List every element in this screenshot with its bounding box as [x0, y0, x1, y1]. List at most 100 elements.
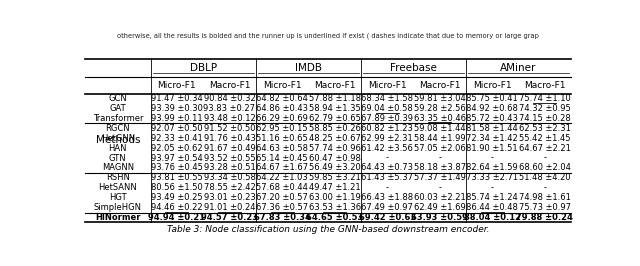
Text: Micro-F1: Micro-F1 [473, 81, 511, 90]
Text: 68.60 ±2.04: 68.60 ±2.04 [519, 164, 571, 172]
Text: 64.67 ±2.21: 64.67 ±2.21 [519, 144, 571, 153]
Text: 93.28 ±0.51: 93.28 ±0.51 [204, 164, 255, 172]
Text: 58.44 ±1.99: 58.44 ±1.99 [414, 134, 465, 143]
Text: 56.49 ±3.20: 56.49 ±3.20 [308, 164, 360, 172]
Text: 51.16 ±0.65: 51.16 ±0.65 [256, 134, 308, 143]
Text: 74.98 ±1.61: 74.98 ±1.61 [519, 193, 571, 202]
Text: -: - [438, 183, 441, 192]
Text: 67.89 ±0.39: 67.89 ±0.39 [361, 114, 413, 123]
Text: RGCN: RGCN [106, 124, 130, 133]
Text: 73.33 ±2.71: 73.33 ±2.71 [466, 173, 518, 182]
Text: GCN: GCN [108, 94, 127, 103]
Text: HINormer: HINormer [95, 213, 141, 222]
Text: GAT: GAT [109, 104, 126, 113]
Text: 93.97 ±0.54: 93.97 ±0.54 [151, 153, 203, 163]
Text: 51.48 ±4.20: 51.48 ±4.20 [519, 173, 571, 182]
Text: HAN: HAN [109, 144, 127, 153]
Text: 55.42 ±1.45: 55.42 ±1.45 [519, 134, 570, 143]
Text: 81.58 ±1.44: 81.58 ±1.44 [467, 124, 518, 133]
Text: 91.01 ±0.24: 91.01 ±0.24 [204, 203, 255, 212]
Text: GTN: GTN [109, 153, 127, 163]
Text: 86.44 ±0.48: 86.44 ±0.48 [467, 203, 518, 212]
Text: 60.47 ±0.98: 60.47 ±0.98 [308, 153, 360, 163]
Text: 93.83 ±0.27: 93.83 ±0.27 [204, 104, 255, 113]
Text: 72.34 ±1.42: 72.34 ±1.42 [467, 134, 518, 143]
Text: -: - [491, 153, 493, 163]
Text: 64.63 ±0.58: 64.63 ±0.58 [256, 144, 308, 153]
Text: 69.04 ±0.58: 69.04 ±0.58 [361, 104, 413, 113]
Text: 66.29 ±0.69: 66.29 ±0.69 [256, 114, 308, 123]
Text: 90.84 ±0.32: 90.84 ±0.32 [204, 94, 255, 103]
Text: 93.76 ±0.45: 93.76 ±0.45 [151, 164, 203, 172]
Text: 93.52 ±0.55: 93.52 ±0.55 [204, 153, 255, 163]
Text: 79.88 ±0.24: 79.88 ±0.24 [516, 213, 573, 222]
Text: HGT: HGT [109, 193, 127, 202]
Text: 75.73 ±0.97: 75.73 ±0.97 [519, 203, 571, 212]
Text: 58.94 ±1.35: 58.94 ±1.35 [308, 104, 360, 113]
Text: 93.99 ±0.11: 93.99 ±0.11 [151, 114, 203, 123]
Text: DBLP: DBLP [189, 63, 217, 73]
Text: Methods: Methods [95, 135, 140, 146]
Text: -: - [438, 153, 441, 163]
Text: 67.49 ±0.97: 67.49 ±0.97 [361, 203, 413, 212]
Text: 57.74 ±0.96: 57.74 ±0.96 [308, 144, 360, 153]
Text: MAGNN: MAGNN [102, 164, 134, 172]
Text: Micro-F1: Micro-F1 [262, 81, 301, 90]
Text: 84.92 ±0.68: 84.92 ±0.68 [467, 104, 518, 113]
Text: 64.65 ±0.53: 64.65 ±0.53 [306, 213, 363, 222]
Text: 68.34 ±1.58: 68.34 ±1.58 [361, 94, 413, 103]
Text: 61.42 ±3.56: 61.42 ±3.56 [361, 144, 413, 153]
Text: otherwise, all the results is bolded and the runner up is underlined if exist ( : otherwise, all the results is bolded and… [117, 33, 539, 39]
Text: 85.75 ±0.41: 85.75 ±0.41 [467, 94, 518, 103]
Text: 58.85 ±0.26: 58.85 ±0.26 [308, 124, 360, 133]
Text: 62.99 ±2.31: 62.99 ±2.31 [361, 134, 413, 143]
Text: 49.47 ±1.21: 49.47 ±1.21 [308, 183, 360, 192]
Text: 60.82 ±1.23: 60.82 ±1.23 [361, 124, 413, 133]
Text: Macro-F1: Macro-F1 [419, 81, 460, 90]
Text: IMDB: IMDB [295, 63, 322, 73]
Text: Macro-F1: Macro-F1 [524, 81, 566, 90]
Text: 62.49 ±1.69: 62.49 ±1.69 [414, 203, 465, 212]
Text: HetGNN: HetGNN [100, 134, 135, 143]
Text: 62.79 ±0.65: 62.79 ±0.65 [308, 114, 360, 123]
Text: -: - [386, 153, 388, 163]
Text: 74.15 ±0.28: 74.15 ±0.28 [519, 114, 571, 123]
Text: 81.90 ±1.51: 81.90 ±1.51 [467, 144, 518, 153]
Text: 82.64 ±1.59: 82.64 ±1.59 [467, 164, 518, 172]
Text: 63.00 ±1.19: 63.00 ±1.19 [308, 193, 360, 202]
Text: 59.08 ±1.44: 59.08 ±1.44 [414, 124, 465, 133]
Text: RSHN: RSHN [106, 173, 130, 182]
Text: 63.93 ±0.59: 63.93 ±0.59 [412, 213, 468, 222]
Text: 62.53 ±2.31: 62.53 ±2.31 [519, 124, 571, 133]
Text: Micro-F1: Micro-F1 [368, 81, 406, 90]
Text: 59.28 ±2.56: 59.28 ±2.56 [414, 104, 465, 113]
Text: 59.85 ±3.21: 59.85 ±3.21 [308, 173, 360, 182]
Text: -: - [543, 153, 547, 163]
Text: 64.22 ±1.03: 64.22 ±1.03 [256, 173, 308, 182]
Text: 93.49 ±0.25: 93.49 ±0.25 [151, 193, 203, 202]
Text: 63.35 ±0.46: 63.35 ±0.46 [413, 114, 466, 123]
Text: 67.20 ±0.57: 67.20 ±0.57 [256, 193, 308, 202]
Text: 64.82 ±0.64: 64.82 ±0.64 [256, 94, 308, 103]
Text: Micro-F1: Micro-F1 [157, 81, 196, 90]
Text: 69.42 ±0.63: 69.42 ±0.63 [358, 213, 416, 222]
Text: 66.43 ±1.88: 66.43 ±1.88 [361, 193, 413, 202]
Text: 91.47 ±0.34: 91.47 ±0.34 [151, 94, 203, 103]
Text: 67.83 ±0.34: 67.83 ±0.34 [253, 213, 310, 222]
Text: -: - [491, 183, 493, 192]
Text: Macro-F1: Macro-F1 [314, 81, 355, 90]
Text: Transformer: Transformer [93, 114, 143, 123]
Text: Freebase: Freebase [390, 63, 437, 73]
Text: 57.37 ±1.49: 57.37 ±1.49 [413, 173, 466, 182]
Text: 91.67 ±0.49: 91.67 ±0.49 [204, 144, 255, 153]
Text: 92.33 ±0.41: 92.33 ±0.41 [151, 134, 203, 143]
Text: 94.46 ±0.22: 94.46 ±0.22 [151, 203, 203, 212]
Text: 94.57 ±0.23: 94.57 ±0.23 [201, 213, 258, 222]
Text: 58.18 ±3.87: 58.18 ±3.87 [413, 164, 466, 172]
Text: 93.81 ±0.55: 93.81 ±0.55 [151, 173, 203, 182]
Text: 88.04 ±0.12: 88.04 ±0.12 [464, 213, 521, 222]
Text: 64.67 ±1.67: 64.67 ±1.67 [256, 164, 308, 172]
Text: 60.03 ±2.21: 60.03 ±2.21 [414, 193, 465, 202]
Text: 57.88 ±1.18: 57.88 ±1.18 [308, 94, 360, 103]
Text: 93.01 ±0.23: 93.01 ±0.23 [204, 193, 255, 202]
